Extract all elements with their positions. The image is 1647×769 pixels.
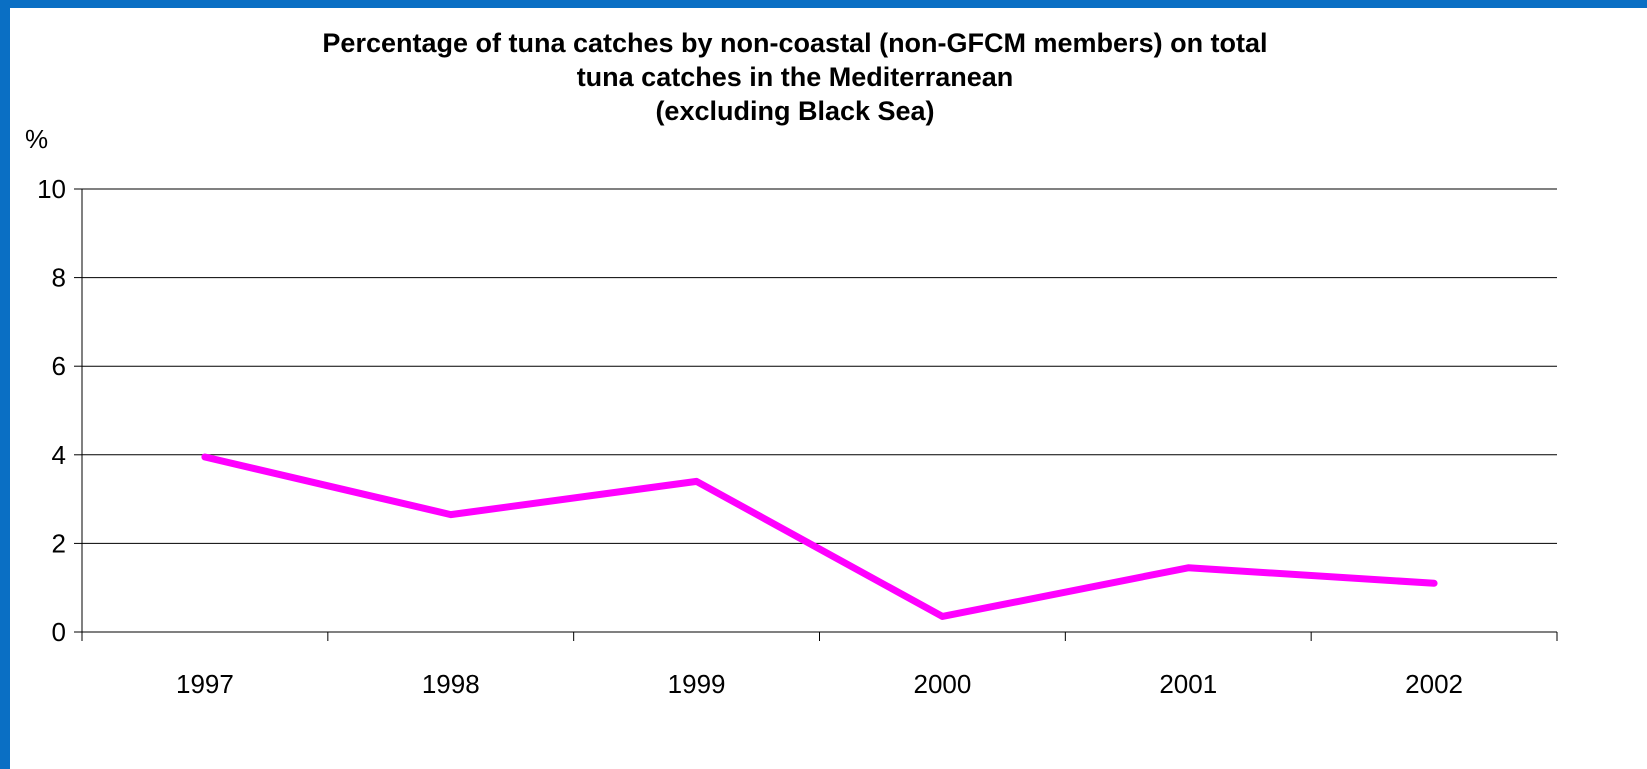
chart-title: Percentage of tuna catches by non-coasta…: [0, 26, 1590, 128]
data-point: [202, 454, 208, 460]
axes: [74, 189, 1557, 641]
x-tick-label: 1997: [176, 669, 234, 699]
x-tick-label: 1999: [668, 669, 726, 699]
y-axis-label: %: [25, 124, 48, 155]
x-tick-label: 2001: [1159, 669, 1217, 699]
y-tick-label: 6: [52, 351, 66, 381]
x-tick-label: 2002: [1405, 669, 1463, 699]
y-tick-label: 8: [52, 263, 66, 293]
data-point: [939, 613, 945, 619]
y-tick-labels: 0 2 4 6 8 10: [37, 174, 66, 647]
series: [202, 454, 1437, 619]
y-tick-label: 2: [52, 528, 66, 558]
y-tick-label: 4: [52, 440, 66, 470]
x-tick-labels: 1997 1998 1999 2000 2001 2002: [176, 669, 1463, 699]
data-point: [448, 512, 454, 518]
data-point: [1431, 580, 1437, 586]
y-tick-label: 0: [52, 617, 66, 647]
data-point: [694, 478, 700, 484]
data-point: [1185, 565, 1191, 571]
gridlines: [82, 189, 1557, 543]
y-tick-label: 10: [37, 174, 66, 204]
x-tick-label: 1998: [422, 669, 480, 699]
x-tick-label: 2000: [913, 669, 971, 699]
series-line: [205, 457, 1434, 616]
